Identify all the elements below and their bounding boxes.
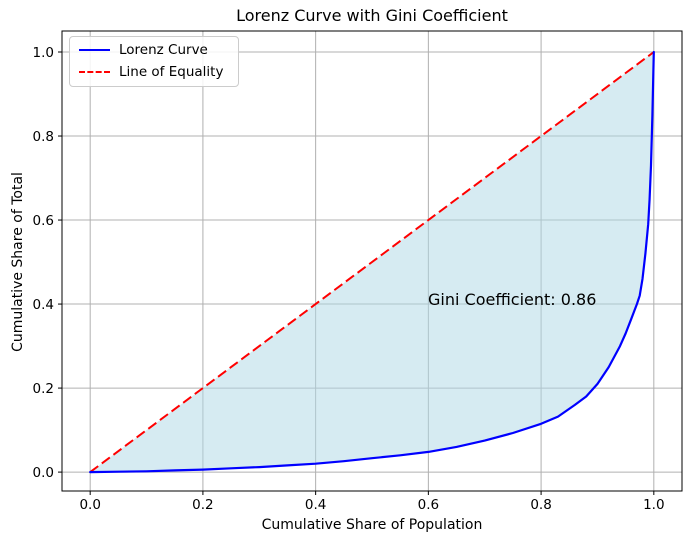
y-tick-label: 1.0: [33, 45, 54, 61]
x-axis-label: Cumulative Share of Population: [261, 517, 483, 533]
inequality-area-fill: [90, 52, 654, 473]
y-axis-label: Cumulative Share of Total: [10, 172, 26, 352]
y-tick-label: 0.8: [33, 129, 54, 145]
gini-annotation: Gini Coefficient: 0.86: [428, 290, 597, 309]
legend-item-lorenz-curve: Lorenz Curve: [79, 42, 229, 58]
equality-line-swatch: [79, 71, 110, 73]
x-tick-label: 0.0: [79, 497, 100, 513]
y-tick-label: 0.0: [33, 465, 54, 481]
x-tick-label: 0.2: [192, 497, 213, 513]
legend: Lorenz Curve Line of Equality: [69, 36, 239, 87]
legend-item-line-of-equality: Line of Equality: [79, 64, 229, 80]
chart-title: Lorenz Curve with Gini Coefficient: [236, 6, 508, 25]
lorenz-curve-line-swatch: [79, 49, 110, 51]
lorenz-curve-line: [89, 50, 655, 474]
legend-label-lorenz-curve: Lorenz Curve: [119, 42, 208, 58]
y-tick-label: 0.4: [33, 297, 54, 313]
y-tick-label: 0.6: [33, 213, 54, 229]
y-tick-label: 0.2: [33, 381, 54, 397]
x-tick-label: 1.0: [643, 497, 664, 513]
axes-spines: [61, 30, 683, 492]
x-tick-label: 0.8: [530, 497, 551, 513]
legend-label-line-of-equality: Line of Equality: [119, 64, 224, 80]
x-tick-label: 0.4: [305, 497, 326, 513]
line-of-equality: [89, 51, 655, 473]
x-tick-label: 0.6: [418, 497, 439, 513]
